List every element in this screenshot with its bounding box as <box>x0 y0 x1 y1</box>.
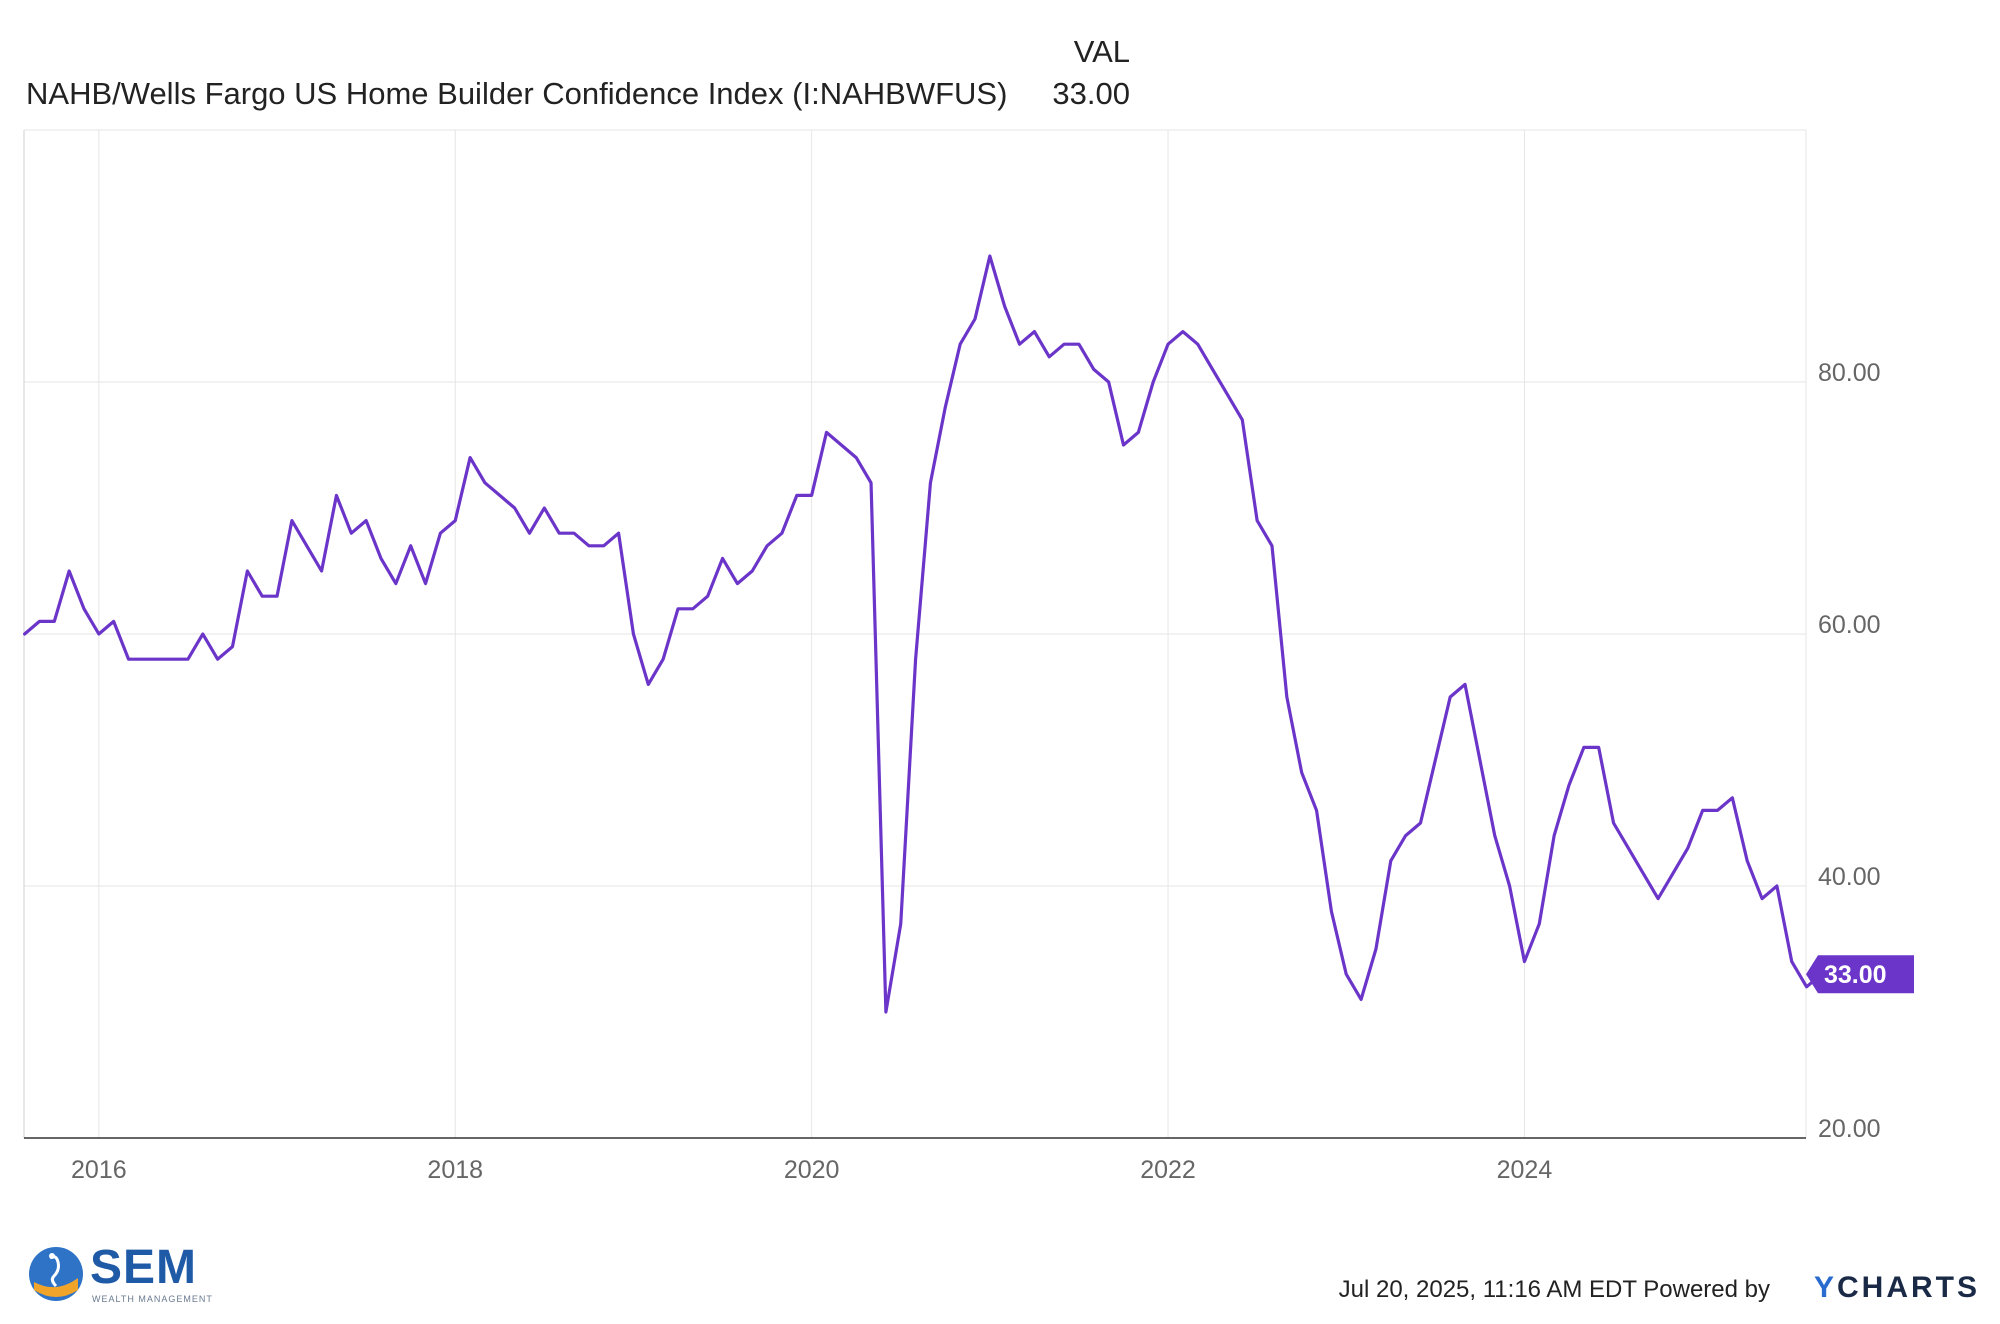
y-tick-label: 20.00 <box>1818 1115 1881 1143</box>
x-tick-label: 2020 <box>784 1156 840 1184</box>
legend-series-value: 33.00 <box>1052 76 1130 111</box>
last-value-badge-shape <box>1806 955 1914 994</box>
logo-text: SEM <box>90 1241 198 1294</box>
x-tick-label: 2016 <box>71 1156 127 1184</box>
footer-timestamp: Jul 20, 2025, 11:16 AM EDT Powered by <box>1338 1276 1770 1303</box>
series-layer <box>22 254 1824 1014</box>
x-tick-label: 2022 <box>1140 1156 1196 1184</box>
legend-series-name[interactable]: NAHB/Wells Fargo US Home Builder Confide… <box>26 76 1008 111</box>
globe-icon <box>29 1247 83 1301</box>
ycharts-brand-rest: CHARTS <box>1837 1271 1980 1304</box>
legend-column-header: VAL <box>1073 34 1130 69</box>
sem-logo: SEM WEALTH MANAGEMENT <box>26 1241 226 1306</box>
last-value-badge-label: 33.00 <box>1824 961 1887 989</box>
y-tick-label: 80.00 <box>1818 359 1881 387</box>
y-tick-label: 40.00 <box>1818 863 1881 891</box>
x-tick-label: 2024 <box>1497 1156 1553 1184</box>
y-tick-label: 60.00 <box>1818 611 1881 639</box>
logo-subtext: WEALTH MANAGEMENT <box>92 1294 213 1304</box>
ycharts-brand[interactable]: YCHARTS <box>1814 1271 1980 1305</box>
last-value-badge: 33.00 <box>1806 955 1914 994</box>
ycharts-brand-y: Y <box>1813 1271 1837 1304</box>
series-line <box>22 254 1824 1014</box>
grid-lines <box>24 130 1806 1139</box>
x-tick-label: 2018 <box>427 1156 483 1184</box>
axes: 20.00 40.00 60.00 80.00 2016 2018 2020 2022 2024 <box>71 359 1881 1184</box>
